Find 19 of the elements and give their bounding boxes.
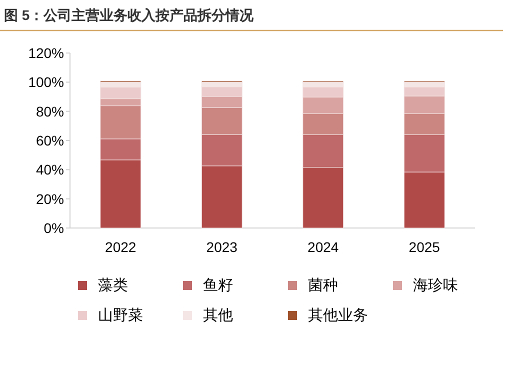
x-tick-label: 2025 — [408, 239, 440, 255]
legend-label: 其他 — [203, 307, 233, 324]
legend-label: 鱼籽 — [203, 277, 233, 294]
legend-label: 山野菜 — [98, 307, 143, 324]
y-tick-label: 40% — [36, 162, 64, 178]
legend-label: 藻类 — [98, 277, 128, 294]
chart-title: 图 5：公司主营业务收入按产品拆分情况 — [4, 7, 255, 23]
y-tick-label: 20% — [36, 190, 64, 207]
x-tick-label: 2022 — [105, 239, 136, 255]
y-tick-label: 80% — [36, 103, 64, 120]
x-tick-label: 2024 — [308, 239, 339, 255]
legend-label: 其他业务 — [308, 307, 368, 324]
x-tick-label: 2023 — [206, 239, 238, 255]
y-tick-label: 120% — [28, 45, 64, 61]
y-tick-label: 60% — [36, 132, 64, 148]
y-tick-label: 0% — [44, 220, 64, 236]
y-tick-label: 100% — [28, 74, 64, 90]
legend-label: 菌种 — [308, 277, 338, 294]
legend-label: 海珍味 — [413, 277, 458, 294]
